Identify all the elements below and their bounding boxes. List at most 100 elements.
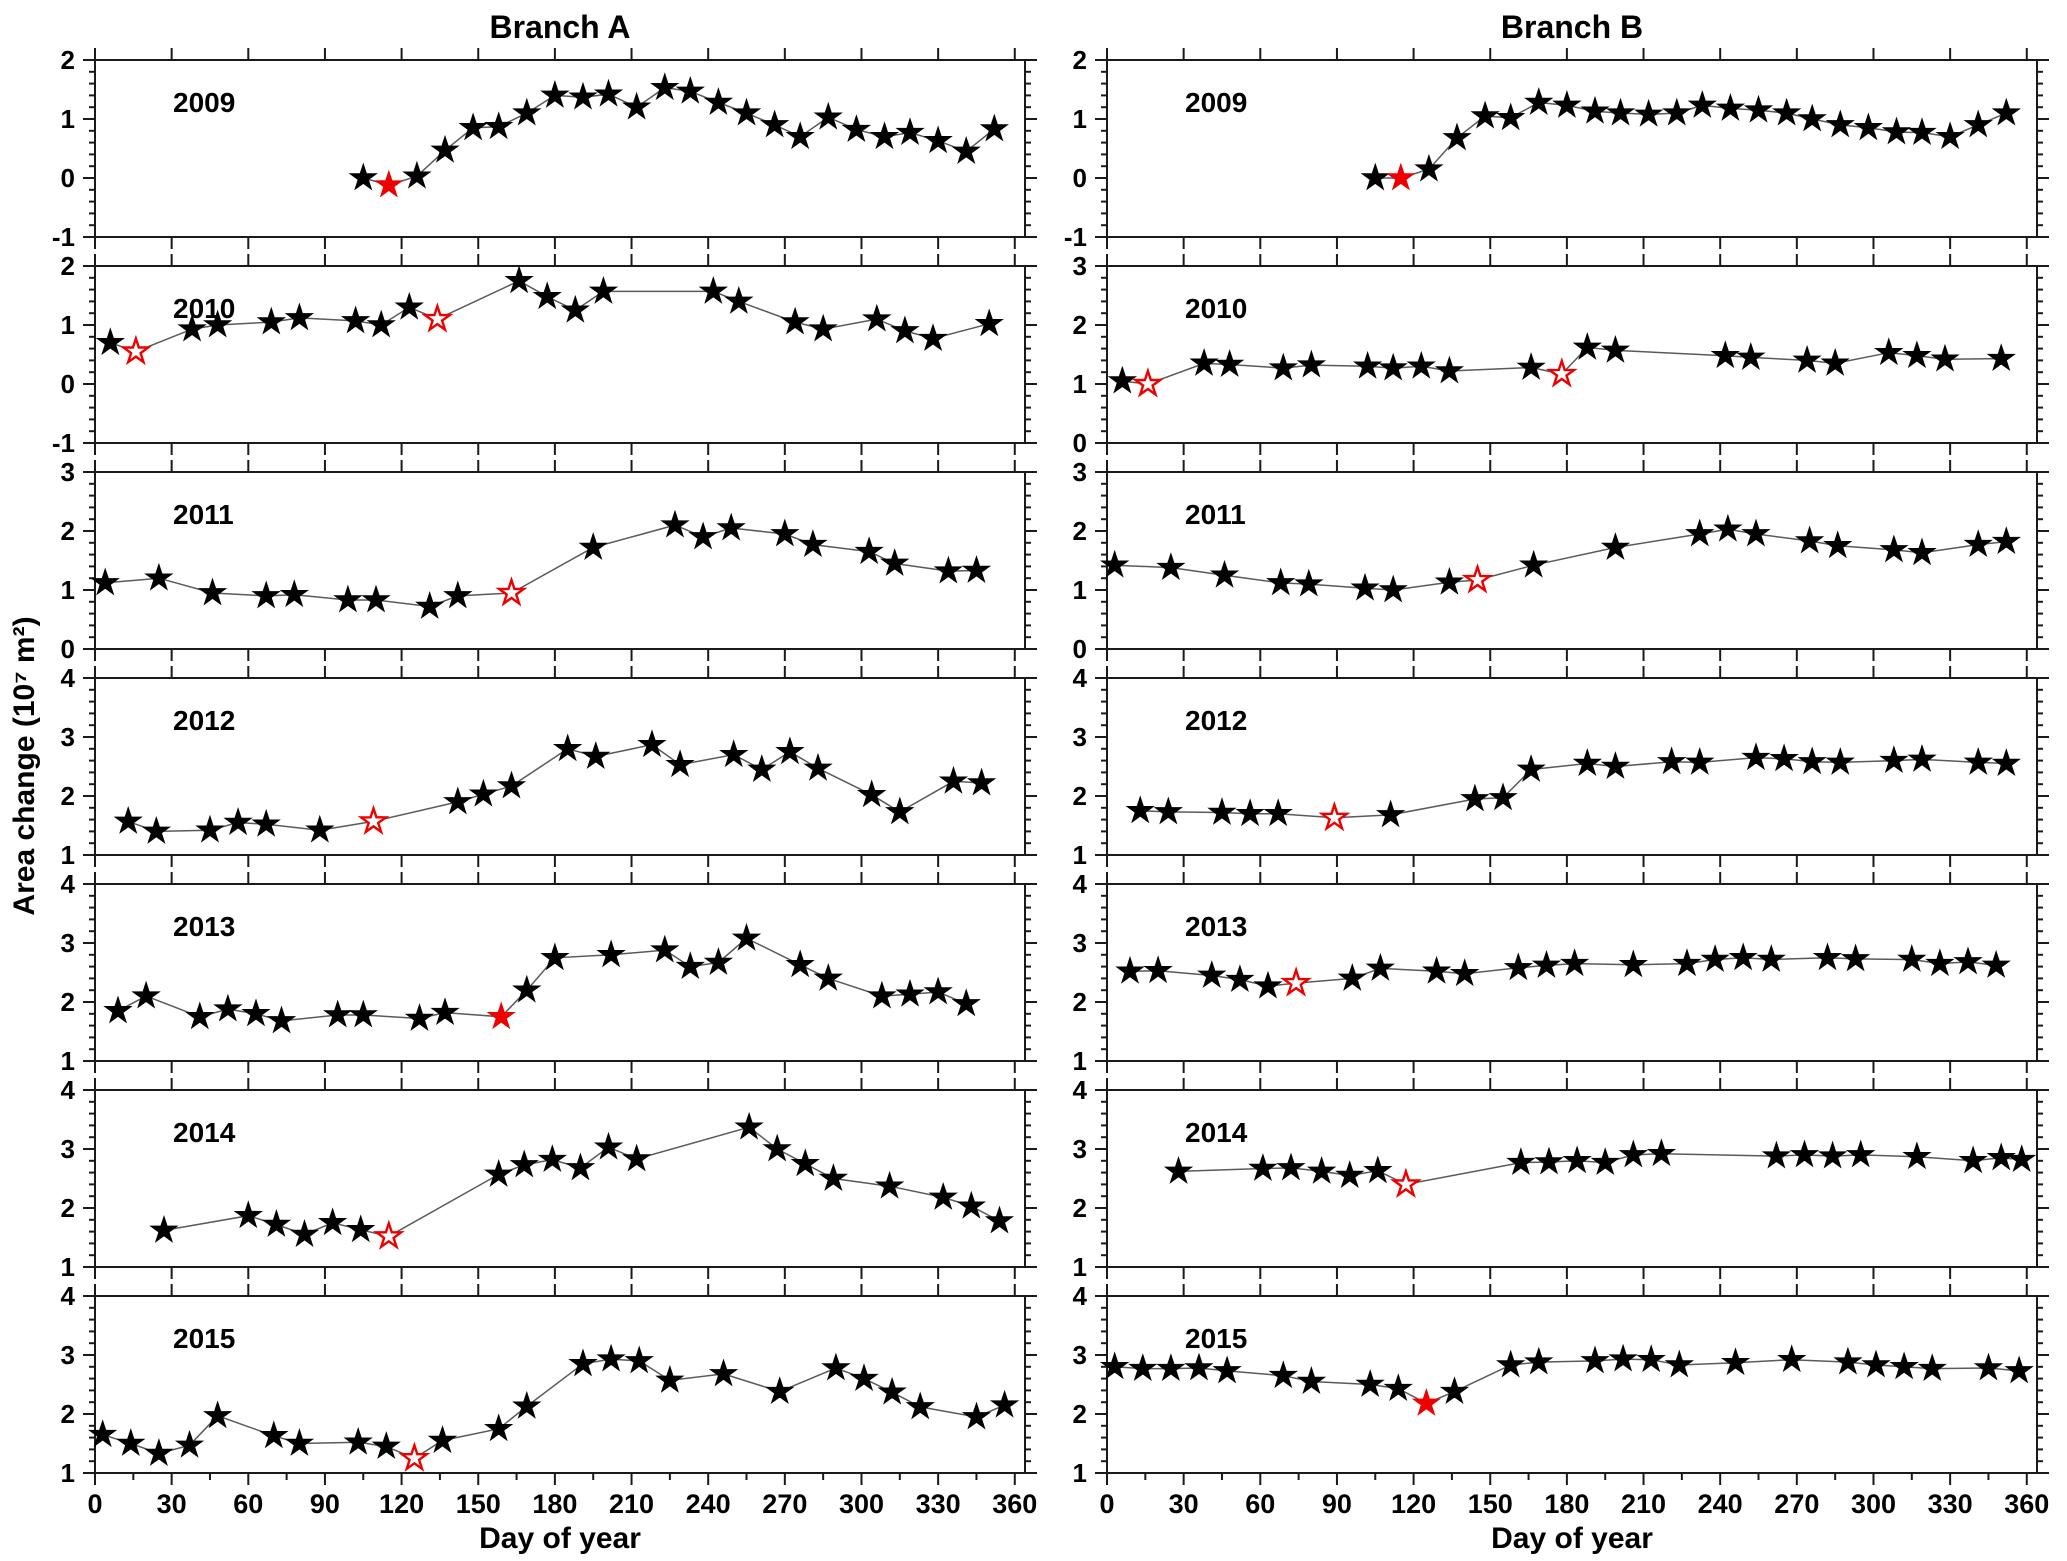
star-marker-black bbox=[1710, 340, 1740, 369]
star-marker-black bbox=[1685, 747, 1715, 775]
star-marker-black bbox=[1825, 109, 1855, 138]
star-marker-black bbox=[1156, 552, 1186, 581]
star-marker-black bbox=[202, 309, 233, 338]
star-marker-black bbox=[1958, 1145, 1988, 1174]
star-marker-black bbox=[1657, 746, 1687, 775]
star-marker-black bbox=[346, 1214, 376, 1243]
star-marker-black bbox=[1434, 566, 1464, 595]
star-marker-black bbox=[1414, 153, 1444, 182]
star-marker-black bbox=[660, 509, 690, 538]
y-tick-label: 2 bbox=[1073, 45, 1087, 75]
star-marker-black bbox=[1797, 746, 1827, 775]
x-tick-label: 300 bbox=[839, 1489, 884, 1519]
star-marker-black bbox=[989, 1389, 1020, 1418]
star-marker-black bbox=[1902, 340, 1932, 369]
star-marker-black bbox=[443, 580, 473, 609]
x-tick-label: 210 bbox=[609, 1489, 654, 1519]
star-marker-black bbox=[1355, 1369, 1385, 1397]
star-marker-black bbox=[443, 786, 473, 815]
year-label: 2012 bbox=[173, 705, 235, 736]
y-tick-label: 3 bbox=[61, 1134, 75, 1164]
panel-frame bbox=[94, 265, 1026, 444]
x-tick-label: 180 bbox=[532, 1489, 577, 1519]
star-marker-black bbox=[622, 1143, 652, 1172]
star-marker-black bbox=[1350, 572, 1380, 601]
panel-frame bbox=[1106, 59, 2038, 238]
star-marker-black bbox=[1248, 1153, 1278, 1181]
star-marker-black bbox=[1552, 89, 1582, 118]
star-marker-black bbox=[1600, 532, 1631, 560]
star-marker-black bbox=[552, 733, 583, 762]
star-marker-black bbox=[348, 999, 378, 1028]
star-marker-black bbox=[1672, 948, 1702, 977]
star-marker-black bbox=[394, 291, 424, 320]
star-marker-black bbox=[131, 980, 161, 1009]
star-marker-black bbox=[1823, 530, 1853, 559]
star-marker-black bbox=[1207, 797, 1237, 825]
star-marker-black bbox=[1470, 100, 1500, 129]
star-marker-black bbox=[509, 1149, 539, 1178]
star-marker-black bbox=[305, 814, 335, 843]
star-marker-black bbox=[979, 113, 1009, 142]
star-marker-black bbox=[1840, 943, 1871, 972]
y-tick-label: 2 bbox=[1073, 516, 1087, 546]
year-label: 2014 bbox=[173, 1117, 236, 1148]
star-marker-black bbox=[427, 1425, 458, 1454]
star-marker-black bbox=[775, 736, 805, 765]
star-marker-black bbox=[1861, 1349, 1891, 1378]
y-tick-label: 2 bbox=[1073, 987, 1087, 1017]
star-marker-black bbox=[348, 162, 378, 191]
star-marker-black bbox=[578, 532, 608, 560]
y-tick-label: 4 bbox=[61, 1075, 76, 1105]
star-marker-black bbox=[849, 1363, 879, 1392]
y-tick-label: 4 bbox=[1073, 1075, 1088, 1105]
star-marker-black bbox=[1375, 799, 1406, 828]
year-label: 2015 bbox=[173, 1323, 235, 1354]
star-marker-black bbox=[340, 305, 371, 334]
star-marker-red-filled bbox=[374, 169, 404, 198]
star-marker-black bbox=[1981, 949, 2011, 978]
y-tick-label: 1 bbox=[1073, 1458, 1087, 1488]
star-marker-black bbox=[762, 1133, 792, 1162]
star-marker-black bbox=[203, 1400, 233, 1429]
star-marker-black bbox=[1163, 1155, 1194, 1184]
star-marker-black bbox=[596, 939, 626, 968]
star-marker-black bbox=[655, 1365, 685, 1393]
star-marker-black bbox=[1771, 97, 1802, 126]
panel-branch-a-2010: -1 0 1 2 2010 bbox=[52, 251, 1037, 458]
star-marker-black bbox=[688, 521, 718, 550]
star-marker-black bbox=[430, 997, 460, 1026]
star-marker-black bbox=[565, 1152, 596, 1181]
panel-branch-b-2015: 1 2 3 4 0 30 60 90 120 150 180 210 240 270 300 330 360 20… bbox=[1073, 1281, 2050, 1519]
star-marker-black bbox=[537, 1144, 567, 1173]
star-marker-black bbox=[1741, 742, 1771, 771]
star-marker-black bbox=[1889, 1351, 1919, 1380]
star-marker-black bbox=[821, 1352, 851, 1381]
star-marker-red-open bbox=[119, 334, 152, 366]
star-marker-black bbox=[1128, 1353, 1158, 1382]
star-marker-black bbox=[251, 580, 281, 609]
star-marker-black bbox=[1963, 529, 1993, 558]
panel-frame bbox=[94, 1295, 1026, 1474]
star-marker-black bbox=[1600, 335, 1631, 363]
star-marker-black bbox=[343, 1426, 373, 1455]
star-marker-black bbox=[371, 1431, 401, 1459]
star-marker-black bbox=[813, 101, 843, 130]
star-marker-black bbox=[933, 555, 963, 584]
star-marker-black bbox=[1115, 955, 1145, 984]
star-marker-black bbox=[415, 591, 445, 619]
star-marker-black bbox=[1874, 337, 1904, 366]
y-tick-label: 4 bbox=[1073, 869, 1088, 899]
y-tick-label: 1 bbox=[61, 104, 75, 134]
axis-ticks bbox=[1095, 1284, 2049, 1485]
y-tick-label: 0 bbox=[61, 163, 75, 193]
star-marker-black bbox=[1352, 350, 1383, 379]
year-label: 2012 bbox=[1185, 705, 1247, 736]
star-marker-black bbox=[1503, 952, 1533, 981]
star-marker-black bbox=[596, 1343, 626, 1372]
star-marker-black bbox=[1741, 518, 1771, 547]
star-marker-black bbox=[1792, 344, 1822, 373]
axis-ticks bbox=[83, 48, 1037, 249]
star-marker-black bbox=[818, 1163, 849, 1191]
star-marker-black bbox=[333, 584, 363, 613]
